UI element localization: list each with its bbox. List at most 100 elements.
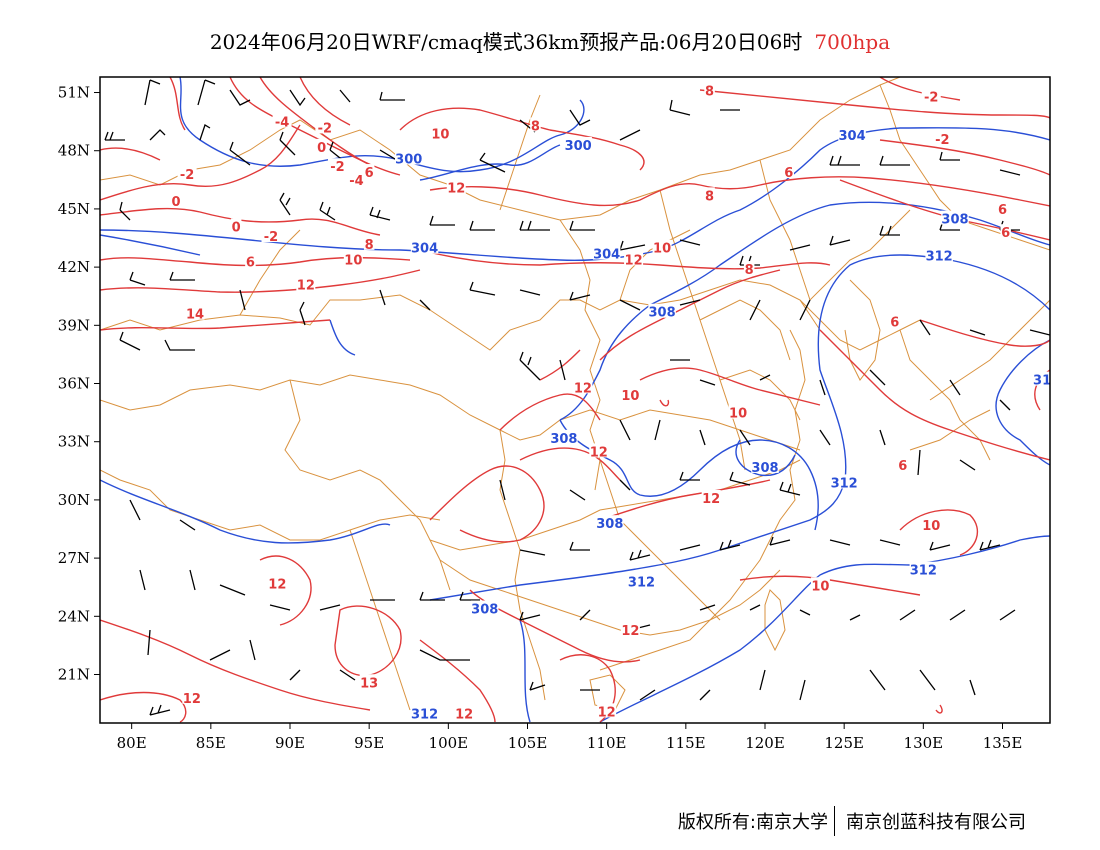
temperature-contour-label: 10: [621, 389, 639, 404]
temperature-contour-label-bg: [261, 228, 281, 243]
lat-tick-label: 51N: [58, 84, 90, 102]
lat-tick-label: 24N: [58, 607, 90, 625]
temperature-contour-label: 8: [705, 189, 714, 204]
height-contour-label-bg: [410, 239, 439, 254]
temperature-contour-label: 12: [183, 692, 201, 707]
height-contour-label-bg: [410, 705, 439, 720]
temperature-contour-label: 10: [431, 127, 449, 142]
temperature-contour-label-bg: [363, 164, 375, 179]
height-label-layer: 300 300 304 304 304 308 308 312 308 308 312 308 312 3…: [395, 127, 1051, 722]
temperature-contour-label-bg: [704, 187, 715, 202]
height-contour-label: 312: [831, 476, 858, 491]
temperature-contour-label-bg: [1000, 224, 1011, 239]
wind-barb-layer: [104, 79, 1050, 716]
temperature-contour-label-bg: [783, 164, 794, 179]
height-contour-label: 304: [839, 129, 866, 144]
temperature-contour-label-bg: [170, 193, 182, 208]
temperature-contour-label: 6: [784, 166, 793, 181]
temperature-contour-label-bg: [272, 113, 292, 128]
lon-tick-label: 110E: [587, 734, 627, 752]
height-contour-label-bg: [648, 303, 676, 318]
lat-tick-label: 30N: [58, 491, 90, 509]
lat-tick-label: 21N: [58, 666, 90, 684]
page-title: 2024年06月20日WRF/cmaq模式36km预报产品:06月20日06时 7…: [0, 26, 1100, 55]
height-contour-label-bg: [596, 515, 624, 530]
temperature-contour-label: 6: [898, 459, 907, 474]
latitude-axis: 51N 48N 45N 42N 39N 36N 33N 30N 27N 24N 21N: [58, 84, 100, 684]
temperature-contour-label: 10: [811, 579, 829, 594]
height-contour-label-bg: [627, 573, 656, 588]
lon-tick-label: 95E: [354, 734, 384, 752]
temperature-contour-label-bg: [230, 218, 242, 233]
temperature-contour-label: 0: [317, 141, 326, 156]
height-contour-label: 304: [593, 248, 620, 263]
temperature-contour-label: 12: [297, 279, 315, 294]
temperature-contour-label-bg: [997, 200, 1008, 215]
temperature-contour-label: -2: [935, 133, 949, 148]
longitude-axis: 80E 85E 90E 95E 100E 105E 110E 115E 120E 125E 130E…: [117, 723, 1023, 752]
height-contour-label-bg: [751, 458, 779, 473]
height-contour-label: 300: [565, 139, 592, 154]
height-contour-label: 308: [941, 213, 968, 228]
lon-tick-label: 100E: [429, 734, 469, 752]
temperature-contour-label: 12: [447, 182, 465, 197]
temperature-contour-label-bg: [620, 621, 640, 636]
temperature-contour-label-bg: [624, 251, 644, 266]
temperature-contour-label: 6: [998, 203, 1007, 218]
height-contour-label: 300: [395, 152, 422, 167]
temperature-contour-label-bg: [743, 261, 755, 276]
temperature-contour-label-bg: [589, 443, 609, 458]
height-contour-label: 304: [411, 242, 438, 257]
temperature-contour-label: 12: [455, 707, 473, 722]
temperature-contour-label-bg: [704, 82, 715, 97]
lon-tick-label: 85E: [196, 734, 226, 752]
temperature-contour-label: 14: [186, 308, 204, 323]
height-contour-label: 312: [926, 249, 953, 264]
temperature-contour-label: 12: [625, 253, 643, 268]
temperature-contour-label: 8: [531, 119, 540, 134]
lat-tick-label: 33N: [58, 433, 90, 451]
lon-tick-label: 135E: [983, 734, 1023, 752]
height-contour-label: 31: [1033, 374, 1051, 389]
temperature-contour-label: -4: [349, 174, 363, 189]
temperature-contour-label-bg: [267, 575, 287, 590]
temperature-contour-label: 6: [1001, 226, 1010, 241]
temperature-contour-label-bg: [316, 138, 327, 153]
temperature-contour-label-bg: [363, 235, 375, 250]
height-contour-label: 308: [471, 603, 498, 618]
temperature-contour-label-bg: [530, 117, 541, 132]
height-contour-label-bg: [471, 600, 499, 615]
map-frame: [99, 76, 1051, 724]
temperature-contour-label-bg: [446, 179, 466, 194]
height-contour-label-bg: [830, 474, 858, 489]
lat-tick-label: 48N: [58, 142, 90, 160]
height-contour-label: 312: [910, 564, 937, 579]
temperature-contour-label-bg: [620, 387, 640, 402]
temperature-contour-label-bg: [897, 456, 908, 471]
height-contour-label-bg: [592, 245, 621, 260]
lat-tick-label: 42N: [58, 258, 90, 276]
temperature-contour-label: -2: [330, 160, 344, 175]
lon-tick-label: 120E: [745, 734, 785, 752]
temperature-contour-layer: [100, 77, 1050, 723]
temperature-contour-label-bg: [652, 239, 672, 254]
height-contour-label: 308: [596, 517, 623, 532]
title-text: 2024年06月20日WRF/cmaq模式36km预报产品:06月20日06时: [209, 30, 803, 54]
temperature-contour-label: 0: [171, 195, 180, 210]
temperature-contour-label-bg: [932, 131, 952, 146]
height-contour-label: 312: [628, 575, 655, 590]
lon-tick-label: 90E: [275, 734, 305, 752]
temperature-contour-label-bg: [728, 404, 748, 419]
lon-tick-label: 105E: [508, 734, 548, 752]
height-contour-label-bg: [838, 127, 866, 142]
temperature-contour-label: -2: [924, 90, 938, 105]
temperature-contour-label-bg: [347, 171, 366, 186]
temperature-contour-label-bg: [921, 517, 941, 532]
height-contour-label: 308: [649, 306, 676, 321]
height-contour-label: 312: [411, 707, 438, 722]
temperature-contour-label: 0: [232, 220, 241, 235]
temperature-contour-label: 8: [745, 263, 754, 278]
temperature-contour-label-bg: [315, 119, 335, 134]
